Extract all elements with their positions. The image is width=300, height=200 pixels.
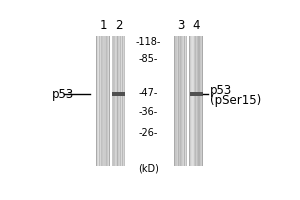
Bar — [179, 36, 180, 166]
Bar — [109, 36, 110, 166]
Text: 4: 4 — [193, 19, 200, 32]
Bar — [189, 36, 190, 166]
Bar — [198, 36, 199, 166]
Bar — [103, 36, 104, 166]
Bar — [193, 36, 194, 166]
Bar — [112, 92, 125, 96]
Bar — [120, 36, 121, 166]
Bar — [122, 36, 123, 166]
Bar — [180, 36, 181, 166]
Bar — [182, 36, 183, 166]
Bar — [104, 36, 105, 166]
Bar — [116, 36, 117, 166]
Bar — [174, 36, 175, 166]
Bar — [106, 36, 107, 166]
Bar — [98, 36, 99, 166]
Bar — [202, 36, 203, 166]
Bar — [196, 36, 197, 166]
Text: -85-: -85- — [139, 54, 158, 64]
Text: p53: p53 — [210, 84, 232, 97]
Text: (kD): (kD) — [138, 164, 159, 174]
Bar — [113, 36, 114, 166]
Bar — [200, 36, 201, 166]
Bar — [117, 36, 118, 166]
Bar — [101, 36, 102, 166]
Bar — [183, 36, 184, 166]
Bar — [202, 36, 203, 166]
Bar — [99, 36, 100, 166]
Text: 2: 2 — [115, 19, 123, 32]
Bar — [97, 36, 98, 166]
Bar — [119, 36, 120, 166]
Bar — [197, 36, 198, 166]
Bar — [109, 36, 110, 166]
Bar — [177, 36, 178, 166]
Text: -36-: -36- — [139, 107, 158, 117]
Text: (pSer15): (pSer15) — [210, 94, 261, 107]
Bar — [118, 36, 119, 166]
Text: p53: p53 — [52, 88, 74, 101]
Bar — [186, 36, 187, 166]
Text: -26-: -26- — [139, 128, 158, 138]
Bar — [191, 36, 192, 166]
Bar — [181, 36, 182, 166]
Bar — [178, 36, 179, 166]
Bar — [196, 36, 197, 166]
Bar — [194, 36, 195, 166]
Bar — [102, 36, 103, 166]
Bar — [112, 36, 113, 166]
Bar — [201, 36, 202, 166]
Bar — [137, 36, 160, 166]
Bar — [108, 36, 109, 166]
Text: -47-: -47- — [139, 88, 158, 98]
Bar — [185, 36, 186, 166]
Bar — [114, 36, 115, 166]
Text: -118-: -118- — [136, 37, 161, 47]
Bar — [199, 36, 200, 166]
Bar — [184, 36, 185, 166]
Bar — [192, 36, 193, 166]
Bar — [115, 36, 116, 166]
Text: 1: 1 — [100, 19, 107, 32]
Bar — [107, 36, 108, 166]
Bar — [105, 36, 106, 166]
Bar — [121, 36, 122, 166]
Bar — [190, 92, 203, 96]
Bar — [96, 36, 97, 166]
Bar — [124, 36, 125, 166]
Bar — [175, 36, 176, 166]
Bar — [176, 36, 177, 166]
Bar — [190, 36, 191, 166]
Bar — [100, 36, 101, 166]
Bar — [195, 36, 196, 166]
Text: 3: 3 — [177, 19, 184, 32]
Bar — [123, 36, 124, 166]
Bar — [202, 36, 203, 166]
